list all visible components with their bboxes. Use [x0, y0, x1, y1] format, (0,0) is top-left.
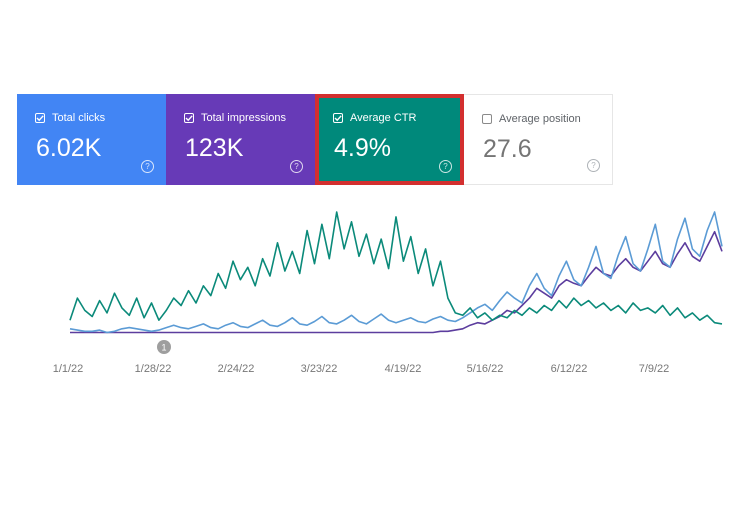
checkbox-checked-icon[interactable]: [184, 113, 194, 123]
x-tick-label: 2/24/22: [218, 363, 255, 375]
x-tick-label: 1/1/22: [53, 363, 84, 375]
metric-cards: Total clicks 6.02K ? Total impressions 1…: [17, 94, 613, 185]
help-icon[interactable]: ?: [439, 160, 452, 173]
average-ctr-card[interactable]: Average CTR 4.9% ?: [315, 94, 464, 185]
performance-chart: 1 1/1/22 1/28/22 2/24/22 3/23/22 4/19/22 5/16/…: [53, 211, 723, 375]
metric-label: Total clicks: [52, 112, 106, 124]
help-icon[interactable]: ?: [290, 160, 303, 173]
metric-label: Average CTR: [350, 112, 417, 124]
checkbox-unchecked-icon[interactable]: [482, 114, 492, 124]
x-tick-label: 4/19/22: [385, 363, 422, 375]
metric-label: Average position: [499, 113, 581, 125]
metric-value: 4.9%: [334, 134, 391, 162]
x-tick-label: 3/23/22: [301, 363, 338, 375]
annotation-marker[interactable]: 1: [157, 340, 171, 354]
metric-label: Total impressions: [201, 112, 286, 124]
x-tick-label: 1/28/22: [135, 363, 172, 375]
annotation-label: 1: [161, 343, 166, 353]
metric-value: 6.02K: [36, 134, 102, 162]
series-line-total-impressions: [70, 230, 723, 334]
help-icon[interactable]: ?: [587, 159, 600, 172]
x-tick-label: 7/9/22: [639, 363, 670, 375]
x-tick-label: 6/12/22: [551, 363, 588, 375]
series-line-average-ctr: [69, 211, 723, 325]
help-icon[interactable]: ?: [141, 160, 154, 173]
average-position-card[interactable]: Average position 27.6 ?: [464, 94, 613, 185]
x-tick-label: 5/16/22: [467, 363, 504, 375]
total-clicks-card[interactable]: Total clicks 6.02K ?: [17, 94, 166, 185]
checkbox-checked-icon[interactable]: [333, 113, 343, 123]
checkbox-checked-icon[interactable]: [35, 113, 45, 123]
metric-value: 27.6: [483, 135, 532, 163]
metric-value: 123K: [185, 134, 244, 162]
total-impressions-card[interactable]: Total impressions 123K ?: [166, 94, 315, 185]
series-line-total-clicks: [69, 211, 723, 334]
